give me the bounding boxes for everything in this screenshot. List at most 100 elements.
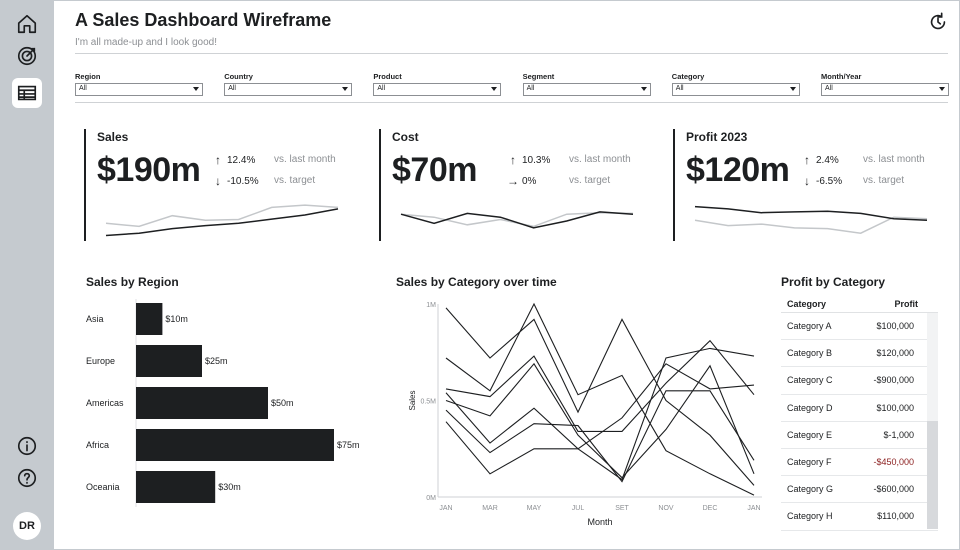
kpi-delta: ↑ 10.3% [507,153,550,167]
category-chart-title: Sales by Category over time [396,275,557,289]
sales-by-region-chart: Asia $10m Europe $25m Americas $50m Africa $75m… [86,299,360,507]
delta-comparison: vs. target [863,175,905,186]
filter-dropdown[interactable]: All [224,83,353,96]
data-label: $50m [271,398,294,408]
table-row: Category G -$600,000 [781,476,938,504]
profit-cell: $100,000 [876,321,914,332]
category-label: Africa [86,440,109,450]
filter-label: Region [75,72,101,81]
avatar[interactable]: DR [13,512,41,540]
arrow-down-icon: ↓ [215,174,221,188]
kpi-sparkline [400,211,634,229]
filter-country: Country All [224,72,353,96]
info-button[interactable] [12,431,42,461]
x-tick-label: MAR [482,505,498,512]
arrow-down-icon: ↓ [804,174,810,188]
page-title: A Sales Dashboard Wireframe [75,10,332,30]
x-tick-label: SET [615,505,629,512]
series-line-3 [445,347,755,481]
table-scrollbar[interactable] [927,313,938,529]
kpi-value: $70m [392,151,477,189]
kpi-sparkline [694,205,928,234]
delta-comparison: vs. last month [863,154,925,165]
table-row: Category C -$900,000 [781,367,938,395]
category-cell: Category D [787,402,833,413]
kpi-delta: ↑ 12.4% [212,153,255,167]
profit-cell: -$600,000 [873,484,914,495]
scrollbar-thumb[interactable] [927,421,938,529]
help-button[interactable] [12,463,42,493]
bar [136,345,202,377]
help-icon [17,468,37,488]
bar [136,471,216,503]
filter-value: All [377,85,386,92]
table-row: Category A $100,000 [781,313,938,341]
page-subtitle: I'm all made-up and I look good! [75,37,217,48]
filter-dropdown[interactable]: All [671,83,800,96]
filter-region: Region All [75,72,203,96]
delta-comparison: vs. target [569,175,611,186]
bar [136,303,163,335]
filter-label: Month/Year [821,72,862,81]
kpi-card-sales: Sales $190m ↑ 12.4% vs. last month ↓ -10.5% vs.… [84,129,344,241]
filter-dropdown[interactable]: All [75,83,203,96]
goals-nav-button[interactable] [12,41,42,71]
y-tick-label: 1M [426,302,436,309]
arrow-up-icon: ↑ [215,153,221,167]
y-tick-label: 0.5M [420,399,436,406]
home-icon [17,14,37,34]
delta-value: -6.5% [816,175,843,187]
kpi-value: $120m [686,151,790,189]
table-row: Category F -$450,000 [781,449,938,477]
kpi-delta: → 0% [507,174,536,188]
filter-dropdown[interactable]: All [522,83,651,96]
profit-cell: -$450,000 [873,457,914,468]
profit-by-category-table: Category Profit Category A $100,000 Catego… [781,297,938,531]
sparkline-current [400,211,634,229]
sparkline-comparison [105,204,339,228]
series-line-7 [445,390,755,483]
filter-value: All [228,85,236,92]
bar [136,429,334,461]
header-divider [75,53,948,54]
arrow-right-icon: → [507,174,519,188]
series-line-4 [445,339,755,432]
data-label: $75m [337,440,360,450]
filter-label: Segment [522,72,555,81]
category-label: Europe [86,356,115,366]
kpi-delta: ↓ -10.5% [212,174,259,188]
filter-month-year: Month/Year All [821,72,949,96]
data-label: $25m [205,356,228,366]
filter-dropdown[interactable]: All [821,83,949,96]
delta-comparison: vs. target [274,175,316,186]
column-header-category: Category [787,299,827,309]
category-label: Asia [86,314,104,324]
category-cell: Category C [787,375,833,386]
kpi-title: Profit 2023 [686,130,748,144]
delta-comparison: vs. last month [569,154,631,165]
x-tick-label: JUL [572,505,585,512]
kpi-sparkline [105,204,339,237]
chevron-down-icon [640,87,647,91]
filter-divider [75,102,948,103]
table-row: Category E $-1,000 [781,422,938,449]
kpi-card-profit-2023: Profit 2023 $120m ↑ 2.4% vs. last month ↓ -6.5… [673,129,933,241]
table-nav-button[interactable] [12,78,42,108]
series-line-5 [445,363,755,475]
sparkline-current [694,205,928,222]
home-nav-button[interactable] [12,9,42,39]
x-tick-label: JAN [439,505,452,512]
kpi-title: Sales [97,130,129,144]
filter-dropdown[interactable]: All [373,83,502,96]
delta-value: 0% [522,175,537,187]
filter-label: Country [224,72,253,81]
refresh-icon[interactable] [927,11,949,33]
x-tick-label: JAN [747,505,760,512]
profit-cell: $120,000 [876,348,914,359]
bar [136,387,268,419]
kpi-card-cost: Cost $70m ↑ 10.3% vs. last month → 0% vs. targe… [379,129,639,241]
category-label: Oceania [86,482,120,492]
category-label: Americas [86,398,124,408]
series-line-2 [445,307,755,486]
kpi-title: Cost [392,130,419,144]
